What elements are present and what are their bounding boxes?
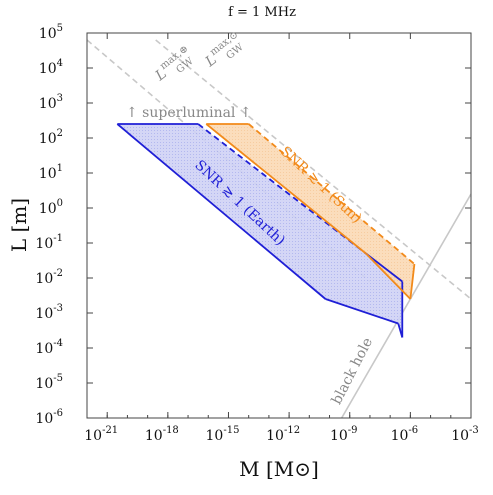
line-black-hole (340, 193, 471, 418)
sun-boundary-edge (409, 263, 416, 300)
x-tick-label: 10-9 (330, 425, 358, 444)
y-tick-label: 105 (39, 23, 63, 42)
sun-boundary-bottom (365, 252, 412, 300)
x-tick-label: 10-3 (451, 425, 479, 444)
lgw-earth-label-text: Lmax,⊕GW (150, 43, 199, 88)
y-tick-label: 100 (39, 198, 63, 217)
y-tick-label: 10-2 (35, 268, 63, 287)
y-tick-label: 103 (39, 93, 63, 112)
y-tick-label: 10-4 (35, 338, 63, 357)
x-tick-label: 10-18 (145, 425, 179, 444)
earth-boundary-left (116, 123, 327, 300)
earth-boundary-right (365, 252, 403, 283)
x-tick-label: 10-21 (84, 425, 118, 444)
y-tick-label: 104 (39, 58, 63, 77)
region-earth-fill (117, 124, 403, 338)
y-tick-label: 101 (39, 163, 63, 182)
x-tick-label: 10-12 (266, 425, 300, 444)
y-tick-label: 10-5 (35, 373, 63, 392)
earth-boundary-corner (397, 323, 404, 338)
y-tick-label: 10-3 (35, 303, 63, 322)
x-axis: 10-21 10-18 10-15 10-12 10-9 10-6 10-3 (84, 33, 479, 444)
earth-boundary-superluminal (197, 123, 367, 255)
lgw-sun-label: Lmax,⊙GW (200, 29, 249, 74)
y-tick-label: 10-6 (35, 408, 63, 427)
x-axis-label: M [M⊙] (239, 457, 319, 481)
x-tick-label: 10-6 (391, 425, 419, 444)
sun-boundary-superluminal (248, 123, 415, 265)
plot-area (87, 39, 471, 418)
x-tick-label: 10-15 (206, 425, 240, 444)
sun-boundary-left (205, 123, 367, 255)
earth-boundary-bottom (325, 298, 399, 325)
lgw-sun-label-text: Lmax,⊙GW (200, 29, 249, 74)
chart-title: f = 1 MHz (228, 5, 296, 20)
plot-frame (86, 32, 472, 419)
y-axis-label: L [m] (7, 198, 31, 252)
lgw-earth-label: Lmax,⊕GW (150, 43, 199, 88)
y-tick-label: 102 (39, 128, 63, 147)
line-lgw-sun (155, 39, 471, 300)
y-tick-label: 10-1 (35, 233, 63, 252)
y-axis: 10-6 10-5 10-4 10-3 10-2 10-1 100 101 102 103 104 1… (35, 23, 471, 427)
superluminal-label: ↑ superluminal ↑ (126, 105, 252, 121)
